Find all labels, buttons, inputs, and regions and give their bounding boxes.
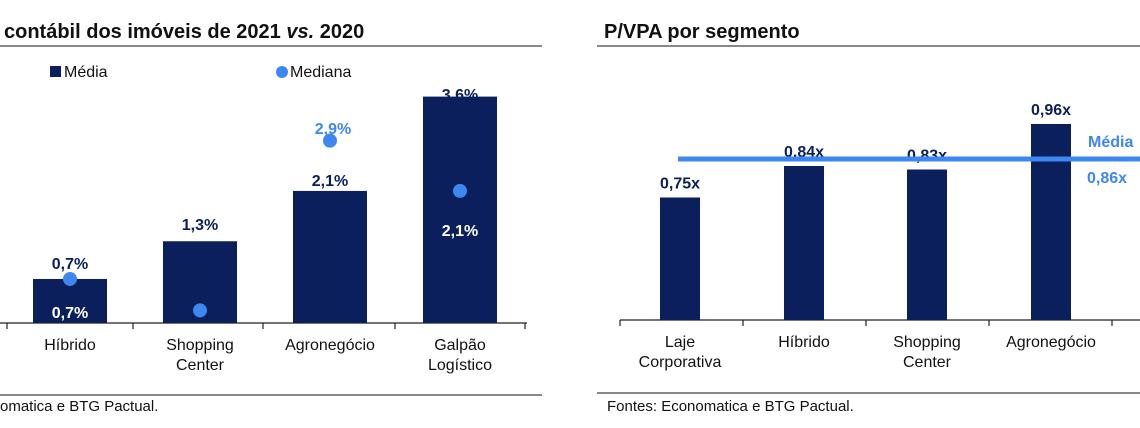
right-source-note: Fontes: Economatica e BTG Pactual. — [607, 398, 854, 415]
media-reference-value: 0,86x — [1087, 170, 1127, 187]
left-data-label-mediana-hibrido: 0,7% — [52, 256, 88, 273]
right-category-label-hibrido: Híbrido — [778, 334, 830, 351]
right-chart-title: P/VPA por segmento — [604, 21, 800, 43]
right-data-label-shopping-center: 0,83x — [907, 148, 947, 165]
media-reference-name: Média — [1088, 134, 1133, 151]
left-data-label-mediana-galpao-logistico: 2,1% — [442, 223, 478, 240]
left-bar-media-hibrido — [33, 278, 107, 323]
legend-mediana-marker — [276, 66, 288, 78]
left-dot-mediana-hibrido — [63, 271, 77, 286]
right-category-label-agronegocio: Agronegócio — [1006, 334, 1096, 351]
left-category-label-agronegocio: Agronegócio — [285, 337, 375, 354]
legend-media-swatch — [50, 66, 61, 77]
left-bar-media-galpao-logistico — [423, 96, 497, 323]
left-data-label-mediana-shopping-center: 0,2% — [185, 280, 221, 297]
right-bar-shopping-center — [907, 169, 947, 320]
left-category-label-hibrido: Híbrido — [44, 337, 96, 354]
legend-mediana-label: Mediana — [290, 64, 351, 81]
left-dot-mediana-galpao-logistico — [453, 183, 467, 198]
right-bar-agronegocio — [1031, 124, 1071, 320]
right-category-label-laje-corporativa-line2: Corporativa — [639, 354, 722, 371]
right-data-label-laje-corporativa: 0,75x — [660, 176, 700, 193]
left-data-label-media-galpao-logistico: 3,6% — [442, 87, 478, 104]
left-category-label-shopping-center-line1: Shopping — [166, 337, 234, 354]
legend-media-label: Média — [64, 64, 108, 81]
left-data-label-mediana-agronegocio: 2,9% — [315, 121, 351, 138]
left-data-label-media-shopping-center: 1,3% — [182, 217, 218, 234]
left-category-label-galpao-logistico-line2: Logístico — [428, 357, 492, 374]
left-chart-title: contábil dos imóveis de 2021 vs. 2020 — [4, 21, 364, 43]
left-source-note: omatica e BTG Pactual. — [0, 398, 158, 415]
left-category-label-galpao-logistico-line1: Galpão — [434, 337, 486, 354]
left-bar-media-agronegocio — [293, 190, 367, 323]
left-data-label-media-agronegocio: 2,1% — [312, 173, 348, 190]
left-dot-mediana-agronegocio — [323, 133, 337, 148]
right-category-label-shopping-center-line2: Center — [903, 354, 952, 371]
right-data-label-agronegocio: 0,96x — [1031, 102, 1071, 119]
right-bar-laje-corporativa — [660, 197, 700, 320]
right-category-label-shopping-center-line1: Shopping — [893, 334, 961, 351]
left-category-label-shopping-center-line2: Center — [176, 357, 225, 374]
right-bar-hibrido — [784, 166, 824, 320]
left-dot-mediana-shopping-center — [193, 303, 207, 318]
right-category-label-laje-corporativa-line1: Laje — [665, 334, 695, 351]
left-data-label-media-hibrido: 0,7% — [52, 305, 88, 322]
